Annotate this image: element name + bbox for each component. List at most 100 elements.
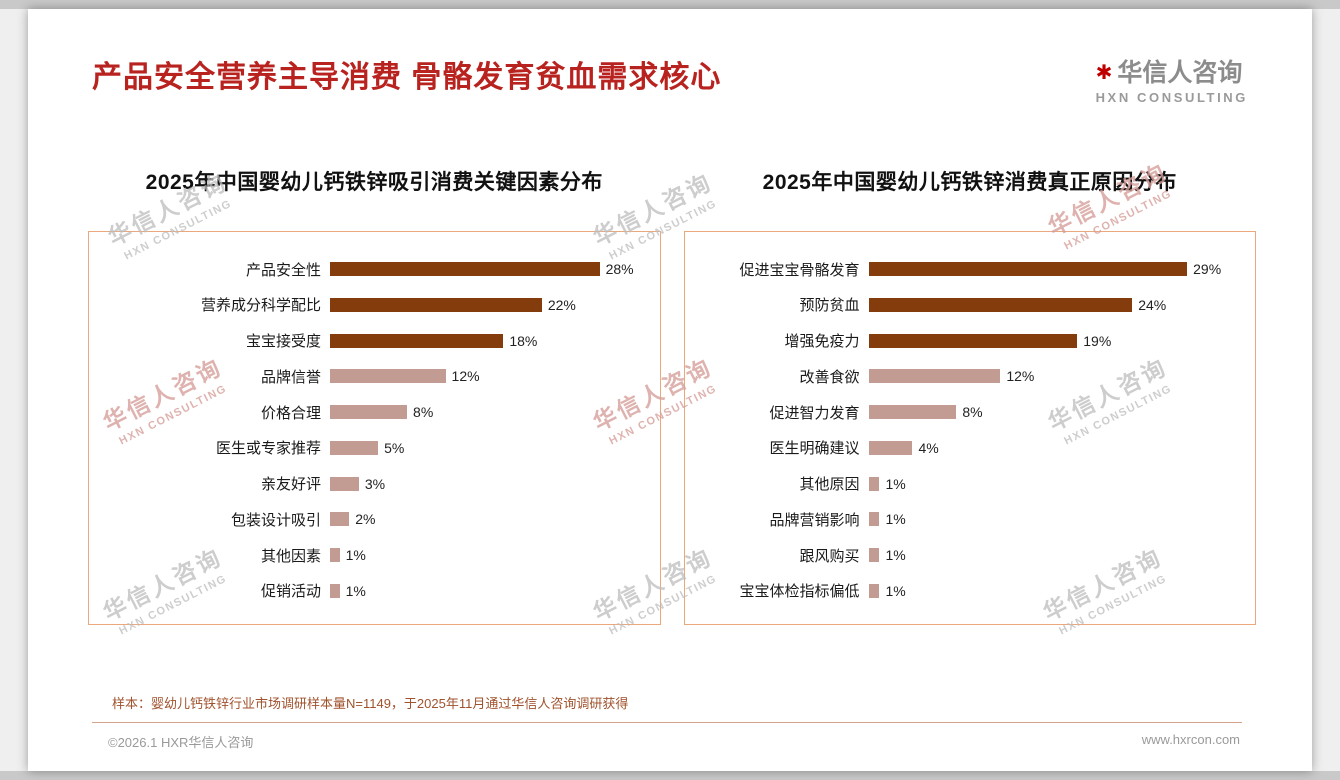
- bar: [330, 405, 408, 420]
- report-slide: 华信人咨询 HXN CONSULTING 华信人咨询 HXN CONSULTING 华信…: [28, 9, 1312, 771]
- bar-track: 4%: [868, 439, 1240, 456]
- bar-track: 1%: [868, 475, 1240, 492]
- category-label: 预防贫血: [799, 297, 860, 315]
- category-label: 改善食欲: [799, 368, 860, 386]
- bar-track: 29%: [868, 261, 1240, 277]
- value-label: 8%: [962, 404, 983, 421]
- logo-asterisk-icon: ✱: [1095, 62, 1113, 84]
- bar: [330, 297, 542, 312]
- bar: [868, 262, 1188, 276]
- bar-track: 5%: [330, 440, 644, 456]
- bar: [330, 548, 340, 563]
- value-label: 8%: [413, 404, 434, 421]
- bar-row: 医生或专家推荐 5%: [95, 437, 644, 459]
- category-label: 跟风购买: [799, 547, 860, 565]
- value-label: 3%: [364, 475, 386, 492]
- category-label: 促进智力发育: [769, 404, 860, 422]
- website-link[interactable]: www.hxrcon.com: [1141, 732, 1240, 747]
- bar-track: 22%: [330, 297, 644, 313]
- bar: [868, 548, 880, 563]
- bar: [330, 262, 600, 276]
- value-label: 19%: [1083, 332, 1112, 349]
- value-label: 28%: [605, 261, 634, 277]
- category-label: 品牌营销影响: [769, 511, 860, 529]
- bar-track: 19%: [868, 332, 1240, 349]
- bar-row: 医生明确建议 4%: [691, 437, 1240, 459]
- bar-row: 其他因素 1%: [95, 544, 644, 566]
- value-label: 1%: [885, 511, 906, 528]
- bar-chart-right: 促进宝宝骨骼发育 29% 预防贫血 24% 增强免疫力 19% 改善食欲 12% 促进智力发育 8…: [683, 231, 1256, 625]
- bar-row: 包装设计吸引 2%: [95, 508, 644, 530]
- bar: [868, 333, 1078, 348]
- value-label: 4%: [918, 439, 939, 456]
- page-title: 产品安全营养主导消费 骨骼发育贫血需求核心: [92, 61, 722, 94]
- bar: [868, 405, 957, 420]
- bar: [868, 297, 1133, 312]
- bar-track: 1%: [330, 583, 644, 599]
- bar-row: 价格合理 8%: [95, 401, 644, 423]
- bar: [330, 333, 504, 348]
- bar-track: 28%: [330, 261, 644, 277]
- company-logo: ✱ 华信人咨询 HXN CONSULTING: [1096, 59, 1248, 105]
- value-label: 1%: [345, 547, 366, 564]
- value-label: 1%: [885, 582, 906, 599]
- bar: [330, 369, 446, 384]
- category-label: 促销活动: [260, 583, 321, 601]
- chart-panel-right: 2025年中国婴幼儿钙铁锌消费真正原因分布 促进宝宝骨骼发育 29% 预防贫血 24%…: [683, 105, 1256, 625]
- bar-row: 促销活动 1%: [95, 580, 644, 602]
- bar-row: 促进智力发育 8%: [691, 401, 1240, 423]
- category-label: 产品安全性: [245, 261, 321, 279]
- bar-track: 8%: [330, 404, 644, 420]
- value-label: 29%: [1193, 261, 1222, 277]
- value-label: 5%: [384, 439, 405, 456]
- bar-track: 2%: [330, 511, 644, 527]
- value-label: 18%: [509, 332, 538, 349]
- page-background: 华信人咨询 HXN CONSULTING 华信人咨询 HXN CONSULTING 华信…: [0, 9, 1340, 771]
- bar-row: 跟风购买 1%: [691, 544, 1240, 566]
- category-label: 宝宝接受度: [245, 333, 321, 351]
- bar: [868, 476, 880, 491]
- bar-row: 品牌信誉 12%: [95, 365, 644, 387]
- value-label: 2%: [355, 511, 376, 528]
- bar-track: 12%: [868, 368, 1240, 384]
- bar-row: 其他原因 1%: [691, 473, 1240, 495]
- value-label: 1%: [885, 475, 906, 492]
- bar: [868, 369, 1001, 384]
- header: 产品安全营养主导消费 骨骼发育贫血需求核心 ✱ 华信人咨询 HXN CONSUL…: [28, 9, 1312, 105]
- footer: 样本：婴幼儿钙铁锌行业市场调研样本量N=1149，于2025年11月通过华信人咨…: [28, 693, 1312, 751]
- bar-row: 产品安全性 28%: [95, 258, 644, 280]
- bar-row: 宝宝接受度 18%: [95, 330, 644, 352]
- bar: [330, 512, 350, 527]
- copyright-text: ©2026.1 HXR华信人咨询: [108, 735, 254, 750]
- value-label: 1%: [885, 547, 906, 564]
- category-label: 品牌信誉: [260, 368, 321, 386]
- bar-row: 品牌营销影响 1%: [691, 508, 1240, 530]
- category-label: 促进宝宝骨骼发育: [739, 261, 860, 279]
- chart-title-left: 2025年中国婴幼儿钙铁锌吸引消费关键因素分布: [145, 171, 603, 194]
- bar-track: 24%: [868, 297, 1240, 313]
- bar-row: 改善食欲 12%: [691, 365, 1240, 387]
- bar-track: 12%: [330, 368, 644, 384]
- bar-track: 18%: [330, 333, 644, 349]
- bar: [868, 583, 880, 598]
- chart-panel-left: 2025年中国婴幼儿钙铁锌吸引消费关键因素分布 产品安全性 28% 营养成分科学配比…: [88, 105, 661, 625]
- chart-title-right: 2025年中国婴幼儿钙铁锌消费真正原因分布: [762, 171, 1177, 194]
- charts-section: 2025年中国婴幼儿钙铁锌吸引消费关键因素分布 产品安全性 28% 营养成分科学配比…: [28, 105, 1312, 625]
- category-label: 增强免疫力: [784, 333, 860, 351]
- bar-track: 1%: [868, 511, 1240, 528]
- category-label: 其他因素: [260, 547, 321, 565]
- category-label: 其他原因: [799, 476, 860, 494]
- footer-row: ©2026.1 HXR华信人咨询 www.hxrcon.com: [28, 732, 1312, 751]
- bar: [330, 583, 340, 598]
- bar-row: 促进宝宝骨骼发育 29%: [691, 258, 1240, 280]
- bar-row: 预防贫血 24%: [691, 294, 1240, 316]
- bar-row: 宝宝体检指标偏低 1%: [691, 580, 1240, 602]
- category-label: 营养成分科学配比: [200, 297, 321, 315]
- category-label: 价格合理: [260, 404, 321, 422]
- bar-row: 营养成分科学配比 22%: [95, 294, 644, 316]
- logo-name: 华信人咨询: [1117, 59, 1243, 87]
- category-label: 亲友好评: [260, 476, 321, 494]
- category-label: 医生或专家推荐: [215, 440, 321, 458]
- bar-track: 3%: [330, 476, 644, 492]
- bar: [330, 440, 379, 455]
